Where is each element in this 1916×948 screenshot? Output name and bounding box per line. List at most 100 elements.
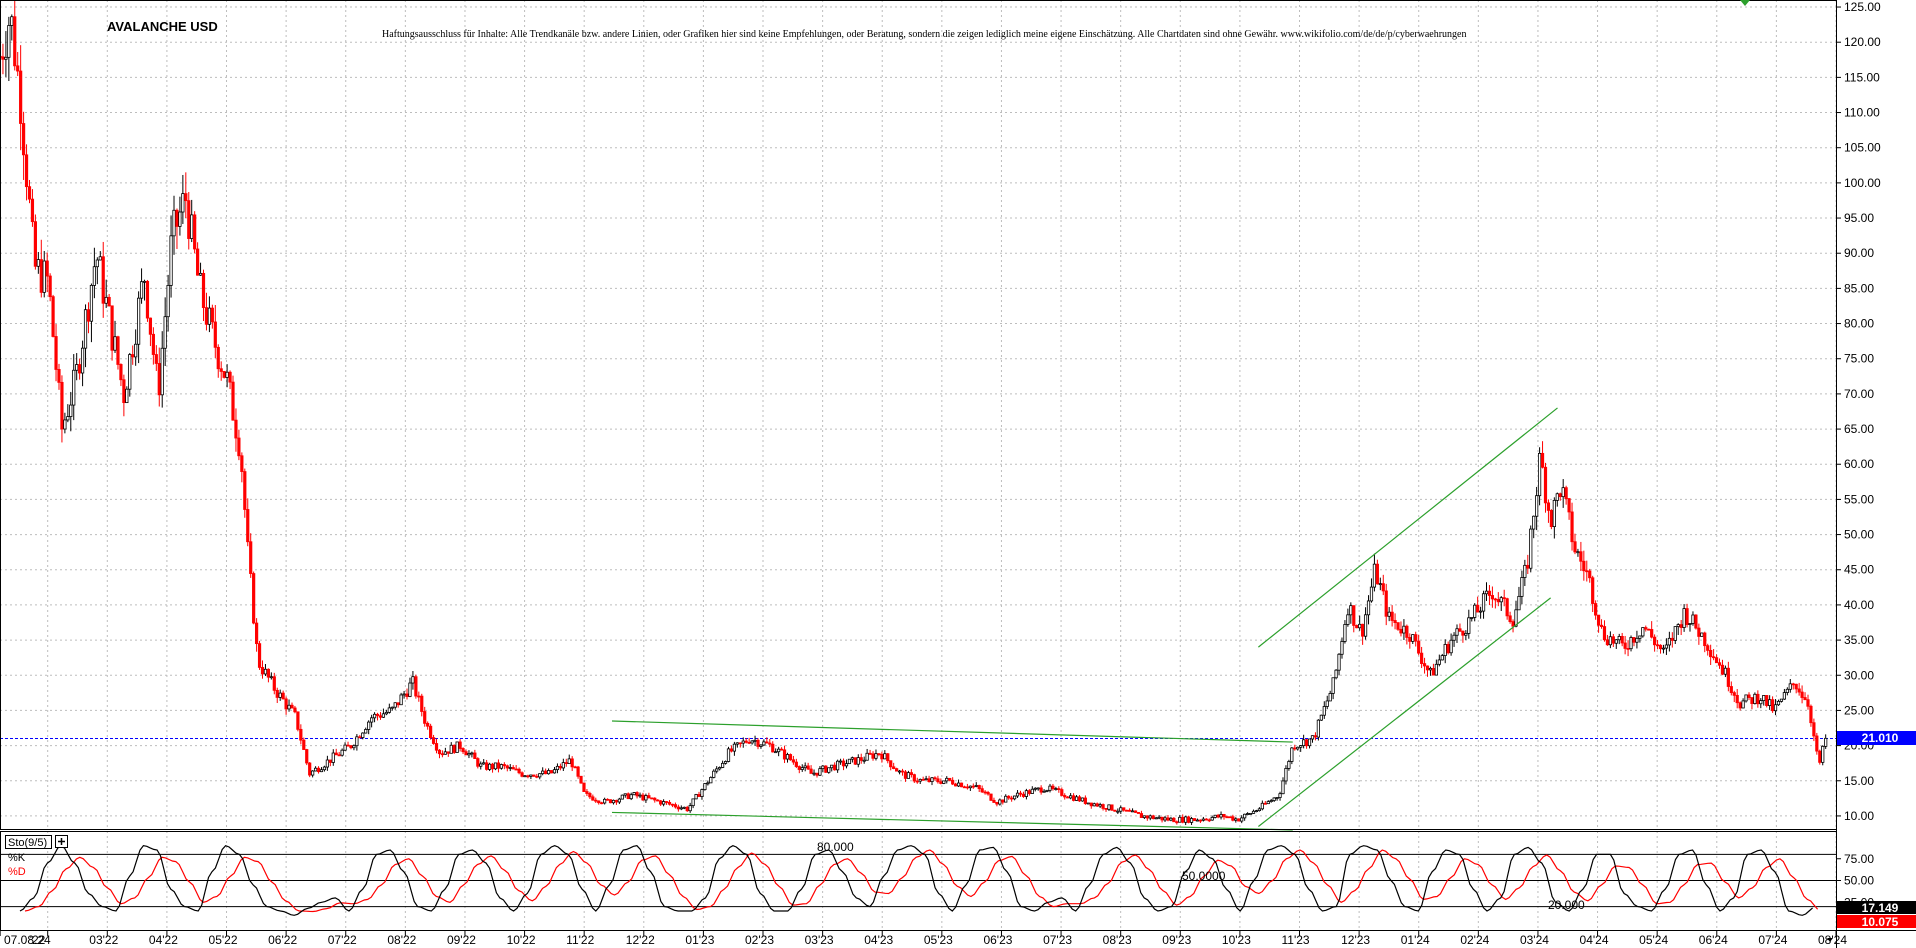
candle-body	[1133, 810, 1138, 813]
candle-body	[1036, 787, 1040, 790]
x-tick-label: 01'24	[1401, 933, 1430, 947]
candle-body	[809, 768, 813, 774]
candle-body	[452, 744, 456, 753]
candle-body	[1484, 590, 1489, 595]
candle-body	[735, 742, 739, 745]
candle-body	[1246, 813, 1250, 815]
candle-body	[1517, 595, 1521, 611]
candle-body	[830, 764, 834, 769]
scroll-down-icon[interactable]	[1827, 938, 1833, 942]
candle-body	[614, 799, 619, 803]
candle-body	[440, 753, 445, 756]
candle-body	[1269, 800, 1273, 802]
candle-body	[1794, 683, 1798, 690]
y-tick-label: 115.00	[1844, 70, 1880, 84]
candle-body	[163, 316, 167, 349]
candle-body	[1785, 688, 1789, 693]
candle-body	[1714, 657, 1719, 664]
candle-body	[903, 771, 908, 779]
candle-body	[201, 272, 206, 308]
candle-body	[290, 704, 294, 709]
candle-body	[827, 767, 831, 773]
x-tick-label: 05'22	[209, 933, 238, 947]
candle-body	[1821, 745, 1825, 763]
candle-body	[423, 711, 427, 724]
candle-body	[1502, 597, 1506, 600]
y-tick-label: 75.00	[1844, 352, 1874, 366]
candle-body	[231, 381, 235, 421]
candle-body	[1337, 653, 1341, 671]
candle-body	[57, 369, 61, 383]
trendline	[1258, 597, 1551, 827]
candle-body	[1682, 608, 1686, 628]
candle-body	[1706, 645, 1710, 651]
candle-body	[464, 751, 468, 756]
candle-body	[83, 309, 88, 349]
candle-body	[635, 792, 639, 797]
candle-body	[142, 280, 147, 283]
candle-body	[759, 744, 763, 747]
candle-body	[850, 757, 854, 760]
candle-body	[1254, 810, 1259, 813]
candle-body	[1464, 633, 1468, 636]
candle-body	[39, 259, 43, 293]
candle-body	[1446, 644, 1450, 654]
candle-body	[1638, 635, 1642, 639]
candle-body	[30, 198, 35, 223]
candle-body	[558, 765, 562, 769]
x-tick-label: 03'23	[805, 933, 834, 947]
candle-body	[196, 248, 200, 276]
x-tick-label: 04'24	[1580, 933, 1609, 947]
candle-body	[1181, 816, 1185, 823]
candle-body	[517, 768, 521, 774]
candle-body	[131, 354, 135, 358]
candle-body	[1319, 714, 1323, 721]
candle-body	[729, 748, 734, 752]
candle-body	[1691, 614, 1695, 624]
y-tick-label: 55.00	[1844, 492, 1874, 506]
candle-body	[1331, 677, 1335, 694]
candle-body	[1375, 563, 1379, 585]
candle-body	[629, 794, 633, 800]
candle-body	[1361, 623, 1365, 637]
candle-body	[738, 742, 742, 745]
candle-body	[836, 760, 840, 771]
candle-body	[756, 739, 760, 747]
candle-body	[1647, 628, 1651, 631]
candle-body	[1287, 761, 1291, 769]
indicator-name-box[interactable]	[5, 835, 52, 849]
candle-body	[1142, 815, 1146, 818]
candle-body	[1770, 699, 1775, 712]
candle-body	[1428, 667, 1433, 671]
candle-body	[7, 25, 11, 58]
candle-body	[1163, 817, 1167, 821]
candle-body	[1753, 693, 1757, 704]
candle-body	[1520, 577, 1524, 597]
candle-body	[1169, 817, 1173, 821]
candle-body	[508, 767, 512, 769]
candle-body	[1709, 649, 1713, 658]
candle-body	[1083, 797, 1087, 804]
candle-body	[600, 802, 604, 805]
candle-body	[1334, 669, 1338, 679]
candle-body	[1511, 621, 1515, 627]
candle-body	[824, 765, 828, 773]
candle-body	[1611, 636, 1615, 644]
candle-body	[1750, 697, 1754, 704]
candle-body	[948, 777, 952, 781]
candle-body	[361, 732, 365, 738]
candle-body	[204, 307, 209, 325]
candle-body	[461, 748, 465, 753]
candle-body	[529, 774, 533, 777]
candle-body	[803, 765, 807, 769]
candle-body	[473, 752, 477, 759]
candle-body	[139, 281, 144, 299]
candle-body	[1092, 803, 1096, 807]
candle-body	[570, 758, 574, 768]
candle-body	[1797, 688, 1801, 693]
candle-body	[113, 336, 117, 351]
candle-body	[1145, 815, 1149, 819]
candle-body	[670, 803, 675, 806]
ind-tick-label: 75.00	[1844, 852, 1874, 866]
